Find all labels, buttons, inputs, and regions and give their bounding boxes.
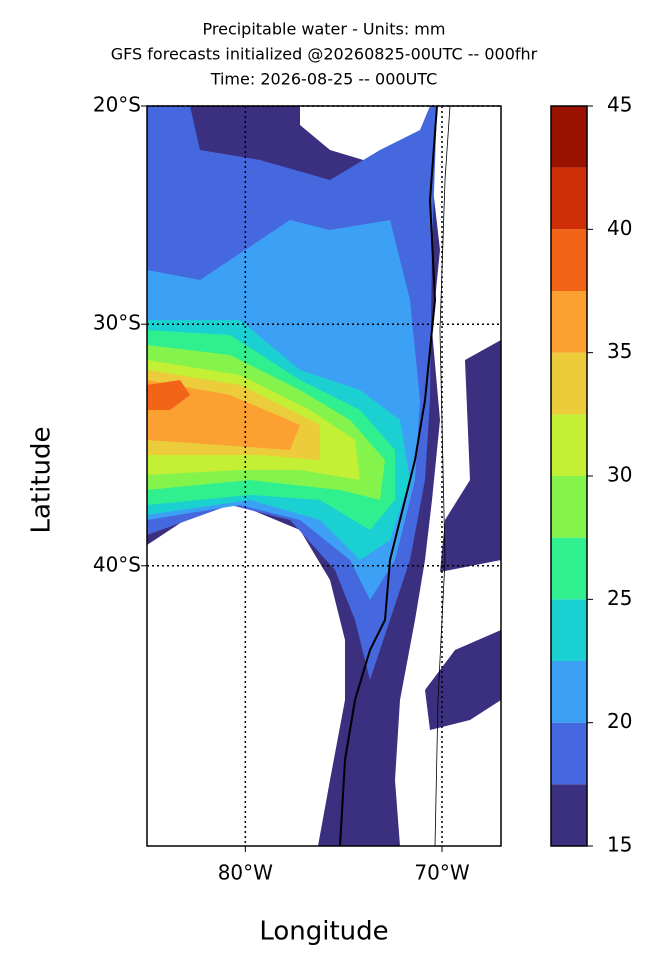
colorbar-band <box>551 414 587 476</box>
x-axis-label: Longitude <box>259 917 388 947</box>
colorbar-tick-label: 15 <box>607 833 632 857</box>
colorbar-tick-label: 25 <box>607 586 632 610</box>
y-tick-label: 30°S <box>93 311 141 335</box>
colorbar-band <box>551 167 587 230</box>
colorbar-band <box>551 784 587 846</box>
colorbar-band <box>551 291 587 353</box>
title-line: Precipitable water - Units: mm <box>203 20 446 39</box>
colorbar-tick-label: 40 <box>607 216 632 240</box>
contour-fill <box>440 340 501 572</box>
colorbar-tick-label: 30 <box>607 463 632 487</box>
title-line: Time: 2026-08-25 -- 000UTC <box>210 70 438 89</box>
title-line: GFS forecasts initialized @20260825-00UT… <box>111 45 538 64</box>
colorbar-band <box>551 599 587 661</box>
colorbar-tick-label: 45 <box>607 93 632 117</box>
y-axis-label: Latitude <box>27 426 57 533</box>
precipitable-water-field <box>147 106 501 846</box>
colorbar-band <box>551 661 587 723</box>
x-tick-label: 70°W <box>414 861 469 885</box>
colorbar-tick-label: 35 <box>607 339 632 363</box>
colorbar-band <box>551 476 587 538</box>
border <box>434 106 451 846</box>
y-tick-label: 20°S <box>93 93 141 117</box>
colorbar-band <box>551 352 587 415</box>
colorbar-tick-label: 20 <box>607 709 632 733</box>
y-tick-label: 40°S <box>93 552 141 576</box>
colorbar-band <box>551 537 587 600</box>
coastline <box>339 106 438 846</box>
contour-fill <box>425 630 501 730</box>
colorbar-band <box>551 722 587 785</box>
contour-fill <box>147 380 190 410</box>
colorbar-band <box>551 106 587 168</box>
colorbar-band <box>551 229 587 291</box>
x-tick-label: 80°W <box>218 861 273 885</box>
